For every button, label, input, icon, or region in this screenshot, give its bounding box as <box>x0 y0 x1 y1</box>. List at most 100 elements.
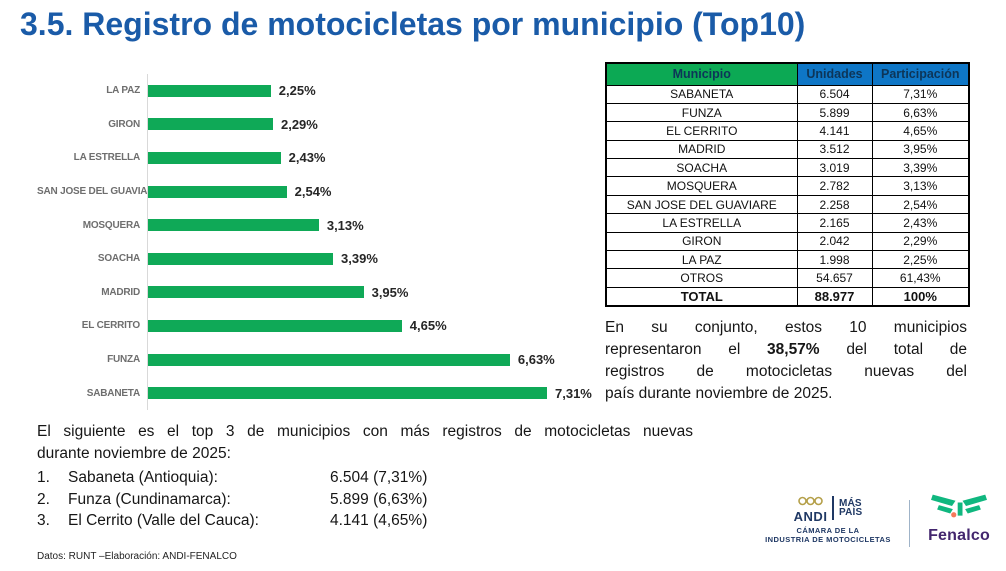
bar <box>148 286 364 299</box>
table-row: TOTAL 88.977 100% <box>605 286 970 307</box>
andi-rings-icon <box>797 493 824 511</box>
top3-number: 2. <box>37 490 50 508</box>
table-cell: 2.782 <box>796 176 873 196</box>
bar-track: 4,65% <box>147 309 597 343</box>
bar-row: SOACHA 3,39% <box>37 241 597 276</box>
summary-paragraph: En su conjunto, estos 10 municipios repr… <box>605 317 967 405</box>
table-cell: 3.512 <box>796 139 873 160</box>
bar <box>148 185 287 198</box>
summary-line-4: país durante noviembre de 2025. <box>605 383 967 405</box>
table-row: SAN JOSE DEL GUAVIARE 2.258 2,54% <box>605 194 970 215</box>
bar-track: 2,43% <box>147 141 597 175</box>
table-row: LA ESTRELLA 2.165 2,43% <box>605 213 970 233</box>
table-row: LA PAZ 1.998 2,25% <box>605 250 970 270</box>
summary-text: En su conjunto, estos 10 municipios <box>605 319 967 336</box>
bar-row: MADRID 3,95% <box>37 275 597 310</box>
table-cell: 2,25% <box>871 250 970 270</box>
table-cell: 3,39% <box>871 158 970 178</box>
table-row: MOSQUERA 2.782 3,13% <box>605 176 970 196</box>
bar-row: SAN JOSE DEL GUAVIARE 2,54% <box>37 174 597 209</box>
bar-value-label: 4,65% <box>409 318 447 334</box>
summary-line-3: registros de motocicletas nuevas del <box>605 361 967 383</box>
bar-track: 2,29% <box>147 107 597 142</box>
table-row: FUNZA 5.899 6,63% <box>605 102 970 123</box>
bar-track: 2,25% <box>147 74 597 108</box>
bar-track: 2,54% <box>147 174 597 209</box>
category-label: MOSQUERA <box>82 219 140 231</box>
table-header-unidades: Unidades <box>796 62 873 86</box>
bar-value-label: 3,95% <box>371 284 409 300</box>
bar-value-label: 2,29% <box>280 116 318 132</box>
summary-text: del total de <box>819 341 967 358</box>
table-cell: 2,54% <box>871 194 970 215</box>
fenalco-wings-icon <box>931 494 987 524</box>
top3-item: 3. El Cerrito (Valle del Cauca): 4.141 (4,… <box>37 510 597 532</box>
footer-logo-divider <box>909 500 910 547</box>
table-row: MADRID 3.512 3,95% <box>605 139 970 160</box>
summary-text: país durante noviembre de 2025. <box>605 385 833 402</box>
top3-value: 6.504 (7,31%) <box>330 469 428 486</box>
table-cell: EL CERRITO <box>605 121 798 141</box>
bar-track: 3,95% <box>147 275 597 310</box>
table-row: SOACHA 3.019 3,39% <box>605 158 970 178</box>
category-label: SAN JOSE DEL GUAVIARE <box>37 186 161 198</box>
table-cell: 2,29% <box>871 231 970 252</box>
page-title: 3.5. Registro de motocicletas por munici… <box>20 6 806 42</box>
andi-logo-row: ANDI MÁS PAÍS <box>752 493 904 523</box>
table-cell: 5.899 <box>796 102 873 123</box>
andi-wordmark: ANDI <box>793 509 828 524</box>
bar-value-label: 6,63% <box>517 352 555 368</box>
andi-logo-divider <box>832 496 834 520</box>
bar-value-label: 2,43% <box>288 150 326 166</box>
table-cell: 3,95% <box>871 139 970 160</box>
table-cell: 2.042 <box>796 231 873 252</box>
top3-list: 1. Sabaneta (Antioquia): 6.504 (7,31%) 2. Fu… <box>37 467 597 532</box>
bar-chart: LA PAZ 2,25% GIRON 2,29% LA ESTRELLA 2,43% SAN… <box>37 74 597 412</box>
fenalco-logo: Fenalco <box>918 492 1000 545</box>
top3-item: 2. Funza (Cundinamarca): 5.899 (6,63%) <box>37 489 597 511</box>
top3-number: 1. <box>37 469 50 486</box>
bottom-intro-line-1: El siguiente es el top 3 de municipios c… <box>37 421 693 443</box>
bar-value-label: 3,39% <box>341 251 378 267</box>
table-cell: TOTAL <box>605 286 798 307</box>
category-label: SOACHA <box>97 253 140 265</box>
municipio-table: Municipio Unidades Participación SABANET… <box>605 62 970 307</box>
top3-number: 3. <box>37 512 50 529</box>
category-label: EL CERRITO <box>81 320 140 332</box>
table-header-row: Municipio Unidades Participación <box>605 62 970 86</box>
table-cell: 4.141 <box>796 121 873 141</box>
bar-row: FUNZA 6,63% <box>37 342 597 377</box>
source-note: Datos: RUNT –Elaboración: ANDI-FENALCO <box>37 551 237 562</box>
table-cell: MOSQUERA <box>605 176 798 196</box>
table-cell: 6,63% <box>871 102 970 123</box>
table-cell: OTROS <box>605 268 798 288</box>
table-cell: 3.019 <box>796 158 873 178</box>
category-label: SABANETA <box>86 387 140 399</box>
fenalco-wordmark: Fenalco <box>928 527 990 544</box>
summary-text: registros de motocicletas nuevas del <box>605 363 967 380</box>
bar-value-label: 7,31% <box>555 385 592 401</box>
top3-value: 4.141 (4,65%) <box>330 512 428 529</box>
bottom-intro-line-2: durante noviembre de 2025: <box>37 445 231 462</box>
bar <box>148 84 271 97</box>
bar-row: EL CERRITO 4,65% <box>37 309 597 343</box>
table-cell: 3,13% <box>871 176 970 196</box>
bottom-intro: El siguiente es el top 3 de municipios c… <box>37 421 693 465</box>
table-cell: 100% <box>871 286 970 307</box>
table-cell: LA PAZ <box>605 250 798 270</box>
top3-name: Funza (Cundinamarca): <box>68 490 231 508</box>
table-cell: GIRON <box>605 231 798 252</box>
summary-highlight: 38,57% <box>767 341 820 358</box>
bar-track: 6,63% <box>147 342 597 377</box>
bar <box>148 118 273 131</box>
table-cell: SAN JOSE DEL GUAVIARE <box>605 194 798 215</box>
bar <box>148 387 547 400</box>
summary-text: representaron el <box>605 341 768 358</box>
bar-row: SABANETA 7,31% <box>37 376 597 410</box>
bar-chart-rows: LA PAZ 2,25% GIRON 2,29% LA ESTRELLA 2,43% SAN… <box>37 74 597 410</box>
bar-row: LA ESTRELLA 2,43% <box>37 141 597 175</box>
table-cell: 88.977 <box>796 286 873 307</box>
category-label: FUNZA <box>107 354 140 366</box>
andi-logo: ANDI MÁS PAÍS CÁMARA DE LA INDUSTRIA DE … <box>752 493 904 544</box>
